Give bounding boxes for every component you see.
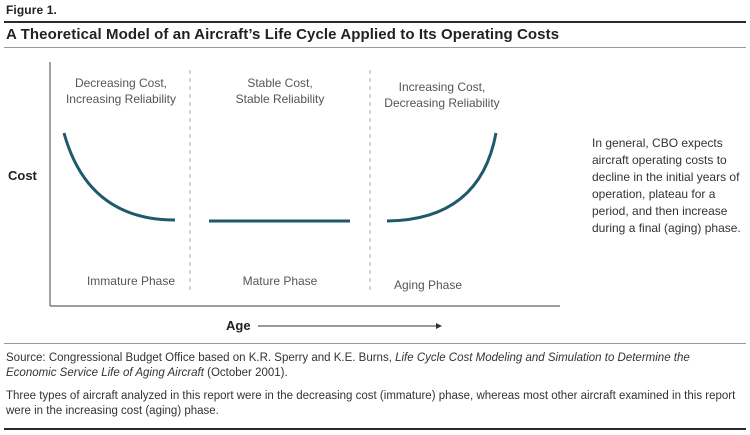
source-suffix: (October 2001). [203, 367, 288, 379]
immature-phase-cost-curve [62, 132, 176, 222]
mature-phase-header: Stable Cost, Stable Reliability [192, 75, 368, 107]
aging-phase-label: Aging Phase [393, 278, 463, 292]
figure-label: Figure 1. [6, 3, 57, 17]
mature-phase-label: Mature Phase [242, 274, 318, 288]
phase-header-line: Increasing Cost, [398, 80, 486, 94]
life-cycle-diagram [49, 62, 560, 329]
source-prefix: Source: Congressional Budget Office base… [6, 352, 396, 364]
figure-title: A Theoretical Model of an Aircraft’s Lif… [6, 26, 560, 43]
phase-header-line: Decreasing Cost, [74, 76, 168, 90]
source-title: Life Cycle Cost Modeling and Simulation … [6, 352, 690, 379]
source-citation: Source: Congressional Budget Office base… [6, 351, 742, 381]
title-top-rule [4, 21, 746, 23]
y-axis-label: Cost [8, 168, 37, 183]
phase-header-line: Increasing Reliability [65, 92, 177, 106]
immature-phase-header: Decreasing Cost, Increasing Reliability [52, 75, 190, 107]
phase-header-line: Decreasing Reliability [384, 96, 500, 110]
bottom-rule [4, 428, 746, 430]
figure-note: Three types of aircraft analyzed in this… [6, 390, 736, 417]
aging-phase-cost-curve [386, 132, 498, 223]
x-axis-label: Age [226, 318, 251, 333]
source-rule [4, 343, 746, 344]
phase-header-line: Stable Reliability [235, 92, 325, 106]
age-arrow-head [436, 323, 442, 329]
immature-phase-label: Immature Phase [86, 274, 176, 288]
title-underline [4, 47, 746, 48]
side-note: In general, CBO expects aircraft operati… [592, 136, 741, 235]
aging-phase-header: Increasing Cost, Decreasing Reliability [372, 79, 512, 111]
phase-header-line: Stable Cost, [247, 76, 313, 90]
